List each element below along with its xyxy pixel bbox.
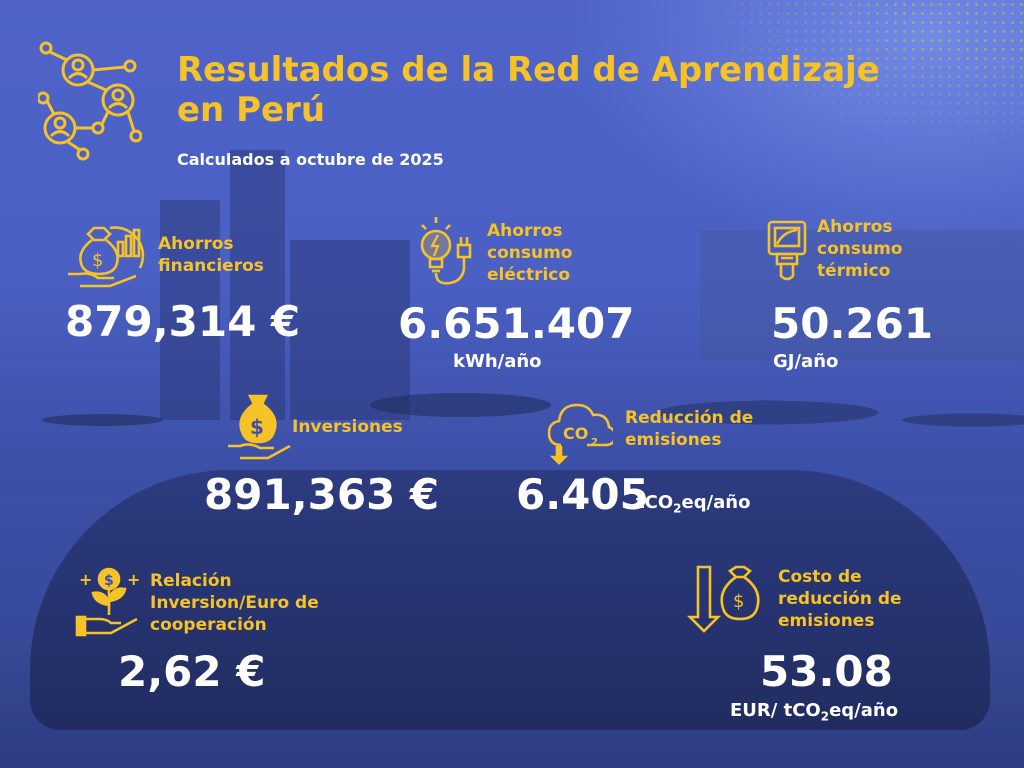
co2-cloud-icon: CO 2	[547, 395, 613, 465]
money-plant-hand-icon: $ + +	[75, 567, 141, 639]
svg-text:CO: CO	[563, 424, 588, 443]
ratio-label: Relación Inversion/Euro de cooperación	[150, 571, 319, 635]
svg-text:$: $	[92, 250, 103, 271]
financial-savings-label: Ahorros financieros	[158, 234, 264, 276]
group-of-people	[30, 470, 990, 730]
svg-text:$: $	[733, 591, 744, 612]
svg-text:+: +	[79, 570, 92, 589]
svg-text:+: +	[127, 570, 140, 589]
thermal-savings-label: Ahorros consumo térmico	[817, 217, 903, 281]
cost-reduction-value: 53.08	[760, 647, 893, 696]
emissions-reduction-label: Reducción de emisiones	[625, 408, 754, 450]
money-bag-hand-icon: $	[226, 392, 292, 462]
ratio-value: 2,62 €	[118, 647, 266, 696]
page-subtitle: Calculados a octubre de 2025	[177, 150, 444, 169]
thermal-savings-unit: GJ/año	[773, 351, 839, 372]
cost-reduction-unit: EUR/ tCO2eq/año	[730, 700, 899, 724]
svg-text:$: $	[104, 573, 114, 589]
electric-savings-label: Ahorros consumo eléctrico	[487, 221, 573, 285]
svg-text:2: 2	[591, 437, 598, 448]
investments-label: Inversiones	[292, 417, 403, 437]
money-bag-hand-icon: $	[66, 222, 146, 290]
electric-savings-unit: kWh/año	[453, 351, 542, 372]
network-people-icon	[38, 40, 142, 162]
dot-pattern	[684, 0, 1024, 150]
thermometer-gauge-icon	[767, 220, 807, 282]
financial-savings-value: 879,314 €	[65, 297, 301, 346]
money-bag-down-icon: $	[686, 565, 762, 635]
lightbulb-plug-icon	[420, 215, 476, 287]
electric-savings-value: 6.651.407	[398, 299, 635, 348]
thermal-savings-value: 50.261	[771, 299, 934, 348]
page-title: Resultados de la Red de Aprendizaje en P…	[177, 50, 880, 130]
emissions-reduction-unit: tCO2eq/año	[636, 492, 751, 516]
investments-value: 891,363 €	[204, 470, 440, 519]
cost-reduction-label: Costo de reducción de emisiones	[778, 567, 902, 631]
emissions-reduction-value: 6.405	[516, 470, 649, 519]
trees	[0, 330, 1024, 480]
svg-text:$: $	[250, 415, 264, 439]
